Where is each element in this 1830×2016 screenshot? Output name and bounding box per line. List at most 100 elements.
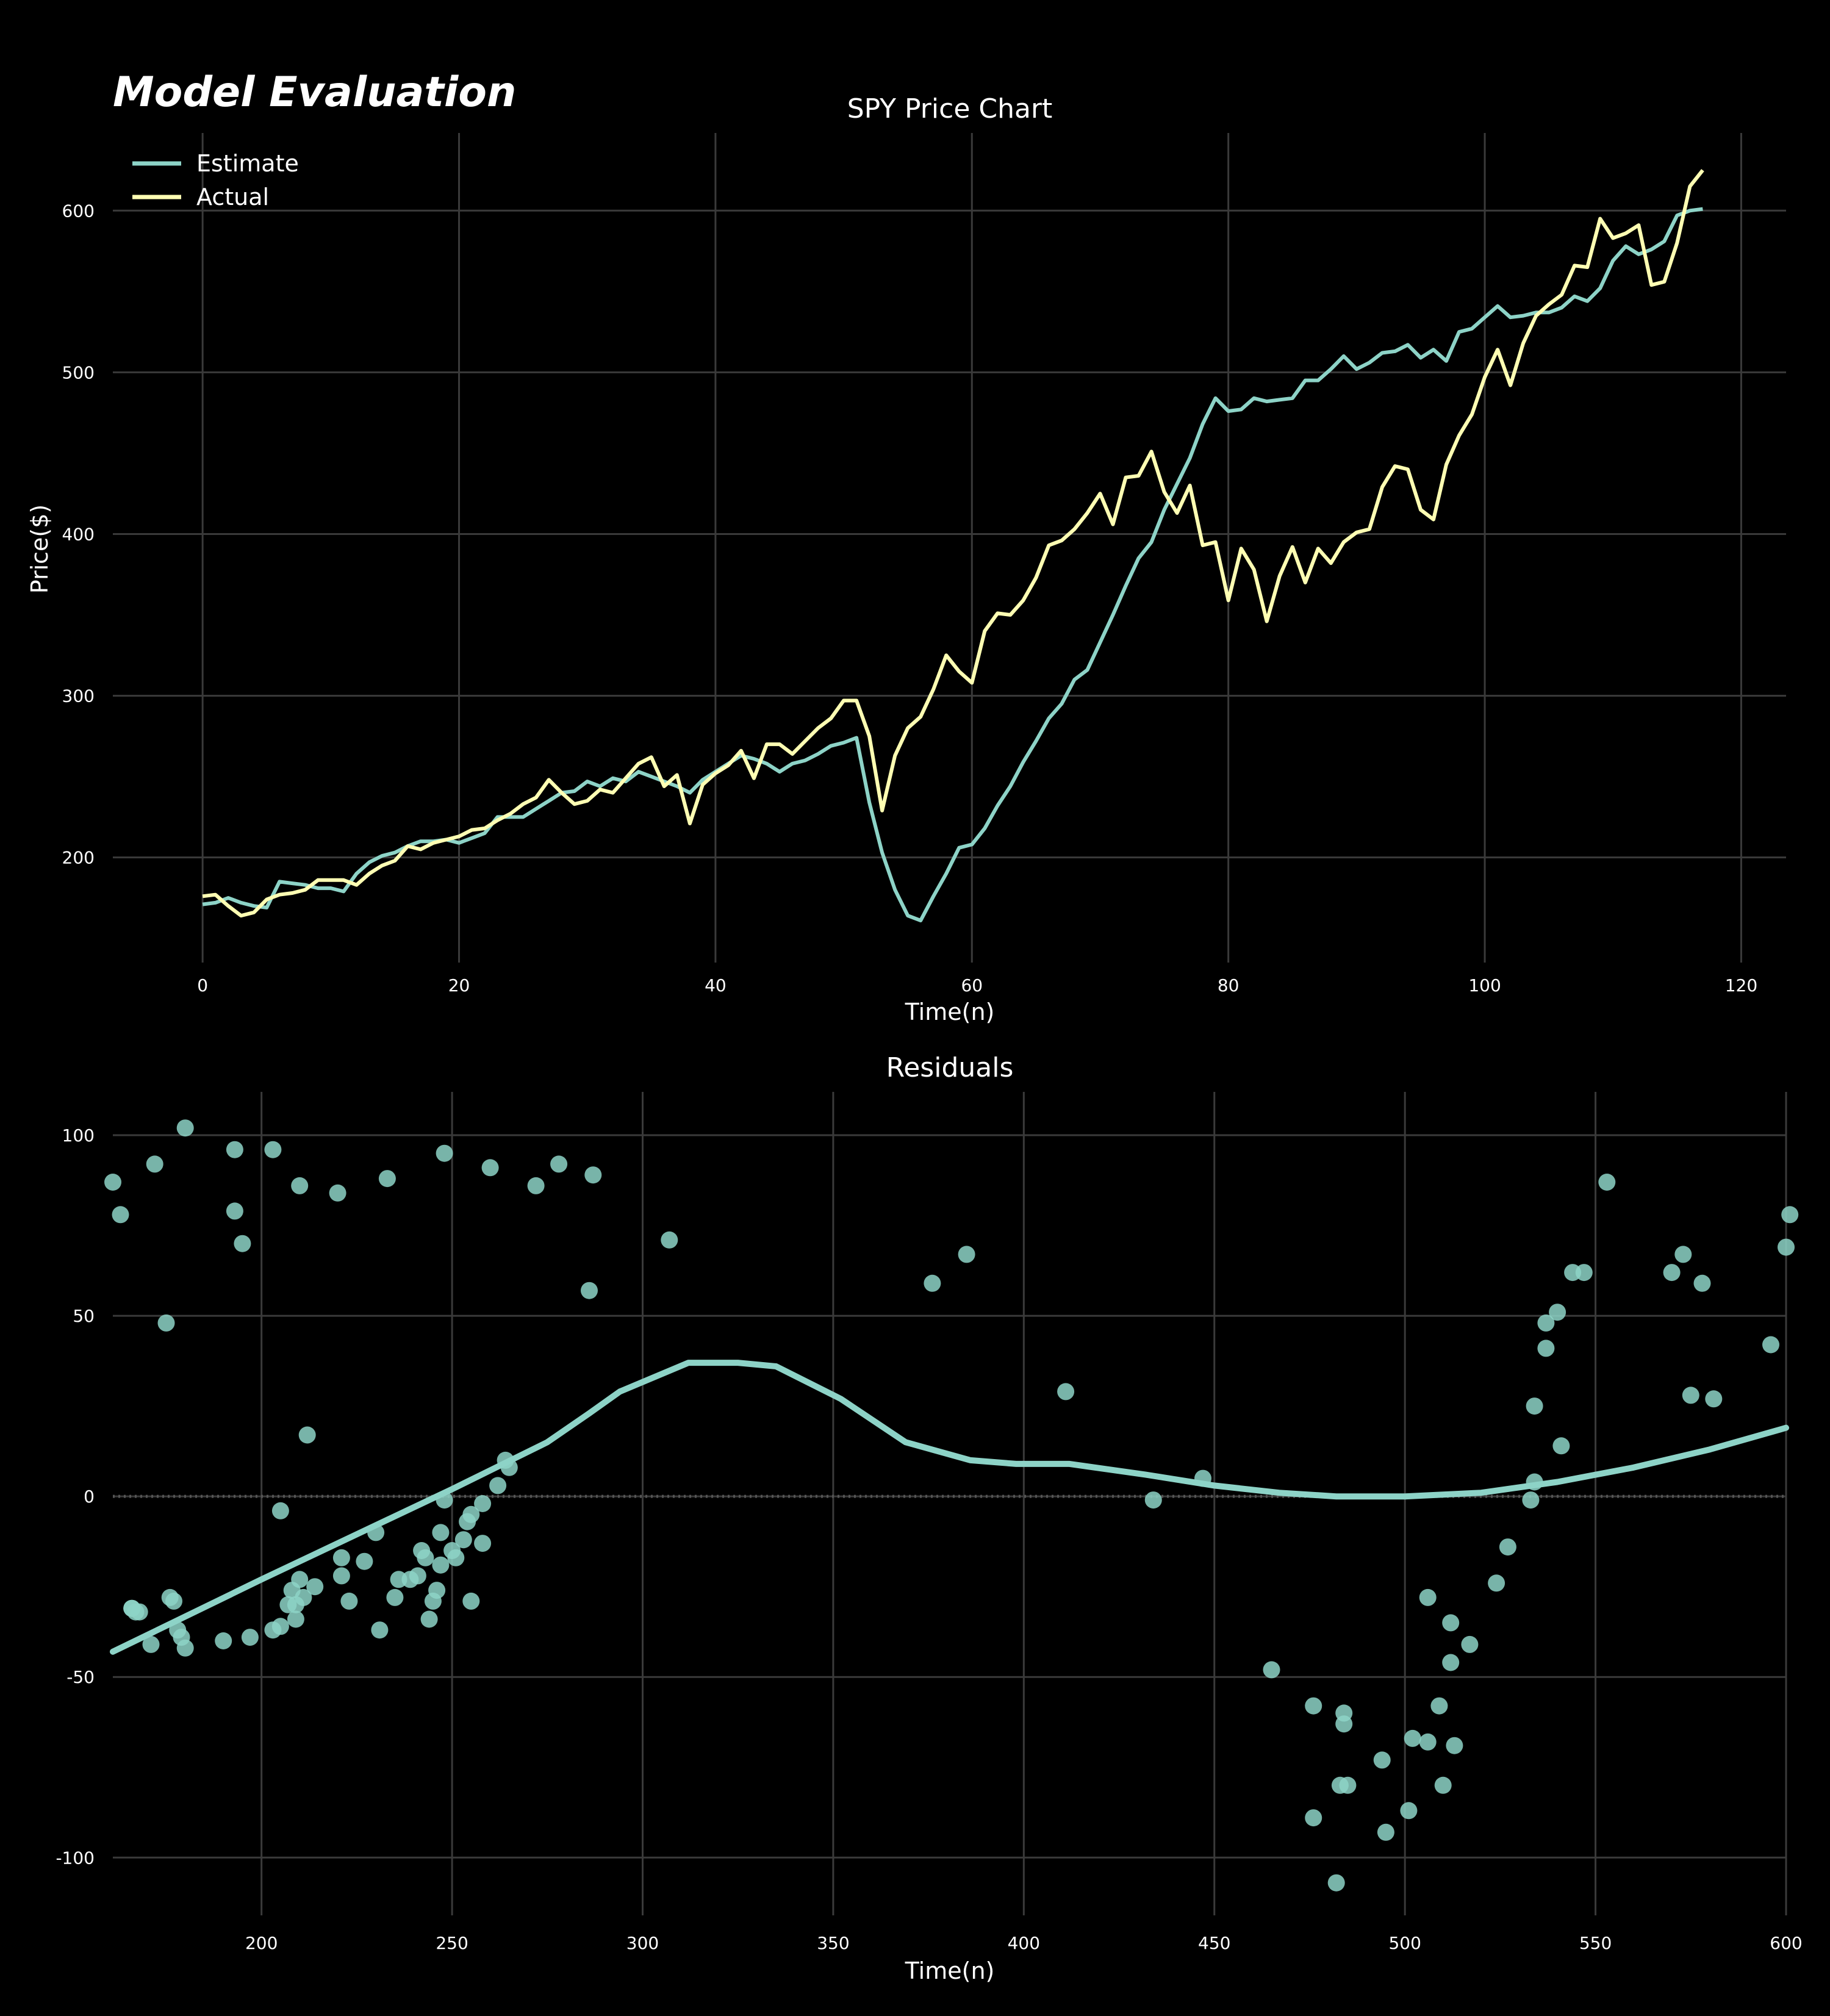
x-tick-label: 550 (1579, 1933, 1612, 1953)
residual-point (356, 1552, 373, 1570)
residual-point (329, 1184, 346, 1202)
residual-point (1762, 1336, 1779, 1354)
residual-point (420, 1610, 438, 1628)
x-tick-label: 450 (1198, 1933, 1230, 1953)
x-tick-label: 120 (1725, 975, 1757, 995)
residual-point (1552, 1437, 1570, 1455)
residual-point (432, 1524, 450, 1541)
x-tick-label: 400 (1008, 1933, 1040, 1953)
residual-point (661, 1231, 678, 1249)
residual-point (474, 1535, 492, 1552)
residual-point (1446, 1737, 1463, 1754)
residual-point (1404, 1729, 1421, 1747)
trend-line (110, 1360, 1789, 1655)
residual-point (489, 1477, 507, 1494)
residual-point (291, 1177, 309, 1194)
series-line-actual (202, 169, 1704, 918)
x-tick-label: 0 (197, 975, 208, 995)
residual-point (1442, 1614, 1460, 1632)
residual-point (584, 1166, 602, 1184)
residual-point (142, 1635, 160, 1653)
y-tick-label: 400 (62, 524, 95, 544)
residual-point (481, 1159, 499, 1177)
residual-point (409, 1567, 426, 1585)
chart1-legend: Estimate Actual (132, 150, 299, 210)
y-tick-label: 100 (62, 1125, 95, 1146)
residual-point (1526, 1397, 1543, 1415)
chart1-title: SPY Price Chart (847, 93, 1053, 124)
residual-point (1682, 1386, 1699, 1404)
residual-point (1537, 1340, 1555, 1357)
x-tick-label: 20 (448, 975, 470, 995)
residual-point (1339, 1776, 1357, 1794)
residual-point (1705, 1390, 1723, 1408)
chart1-tick-labels: 0 20 40 60 80 100 120 200 300 400 500 600 (62, 201, 1758, 995)
residual-point (1400, 1802, 1418, 1820)
residual-point (371, 1621, 389, 1639)
x-tick-label: 100 (1468, 975, 1501, 995)
residual-point (462, 1505, 480, 1523)
residual-point (1537, 1314, 1555, 1332)
residual-point (1549, 1304, 1566, 1321)
residual-point (1575, 1264, 1593, 1282)
residual-point (215, 1632, 232, 1649)
residual-point (1144, 1491, 1162, 1509)
residual-point (1781, 1206, 1799, 1224)
residual-point (264, 1141, 282, 1158)
chart1-grid (113, 133, 1786, 963)
x-tick-label: 60 (961, 975, 983, 995)
y-tick-label: 0 (84, 1487, 95, 1507)
x-tick-label: 600 (1770, 1933, 1802, 1953)
residual-point (386, 1588, 404, 1606)
residual-point (454, 1531, 472, 1549)
chart2-title: Residuals (886, 1052, 1014, 1083)
residual-point (378, 1170, 396, 1188)
residual-point (958, 1246, 975, 1263)
residual-point (1419, 1588, 1437, 1606)
residual-point (474, 1495, 492, 1512)
residual-point (146, 1155, 163, 1173)
x-tick-label: 500 (1388, 1933, 1421, 1953)
residual-point (332, 1549, 350, 1566)
chart1-series (202, 169, 1704, 923)
residual-point (157, 1314, 175, 1332)
residual-point (241, 1629, 259, 1646)
residual-point (131, 1603, 148, 1621)
chart1-xlabel: Time(n) (905, 999, 995, 1025)
chart2-points (104, 1119, 1799, 1892)
residual-point (306, 1578, 324, 1596)
residual-point (1419, 1733, 1437, 1751)
residual-point (234, 1235, 251, 1252)
residual-point (1057, 1383, 1075, 1401)
residual-point (1674, 1246, 1692, 1263)
residual-point (295, 1588, 312, 1606)
y-tick-label: 600 (62, 201, 95, 221)
residual-point (417, 1549, 434, 1566)
residual-point (1461, 1635, 1479, 1653)
residual-point (1263, 1661, 1280, 1679)
chart2-xlabel: Time(n) (905, 1957, 995, 1984)
residual-point (1663, 1264, 1681, 1282)
residual-point (1327, 1874, 1345, 1892)
residual-point (1305, 1809, 1322, 1827)
figure-title: Model Evaluation (113, 68, 517, 117)
x-tick-label: 80 (1218, 975, 1240, 995)
y-tick-label: 50 (73, 1306, 95, 1326)
residual-point (447, 1549, 465, 1566)
residual-point (1693, 1274, 1711, 1292)
x-tick-label: 200 (245, 1933, 278, 1953)
residual-point (176, 1119, 194, 1137)
residual-point (271, 1502, 289, 1519)
residual-point (287, 1610, 304, 1628)
chart1-ylabel: Price($) (26, 504, 53, 594)
y-tick-label: -100 (56, 1848, 95, 1868)
residual-point (924, 1274, 941, 1292)
x-tick-label: 250 (436, 1933, 468, 1953)
residual-point (298, 1426, 316, 1444)
residual-point (332, 1567, 350, 1585)
residual-point (527, 1177, 545, 1194)
residual-point (1377, 1823, 1394, 1841)
residual-point (1434, 1776, 1452, 1794)
x-tick-label: 350 (817, 1933, 849, 1953)
